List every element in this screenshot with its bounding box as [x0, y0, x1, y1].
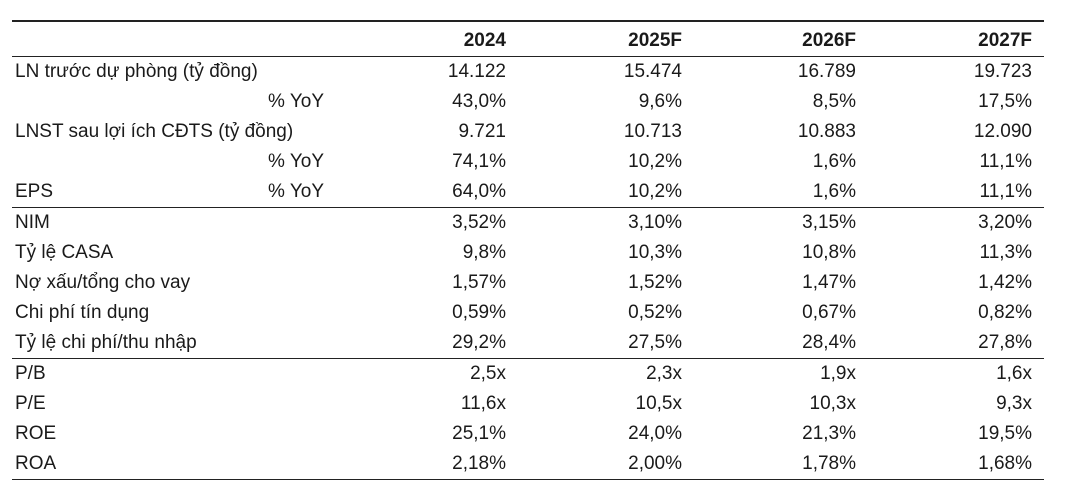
table-cell: 1,9x — [820, 363, 856, 384]
table-cell: 27,8% — [978, 332, 1032, 353]
table-cell: 11,6x — [460, 393, 506, 414]
table-cell: 10.713 — [623, 121, 682, 142]
table-cell: 43,0% — [452, 91, 506, 112]
row-label: P/E — [15, 393, 46, 414]
table-cell: 19.723 — [973, 61, 1032, 82]
table-cell: 28,4% — [802, 332, 856, 353]
row-label: Nợ xấu/tổng cho vay — [15, 272, 191, 293]
table-cell: 11,1% — [979, 181, 1032, 202]
row-label: LNST sau lợi ích CĐTS (tỷ đồng) — [15, 121, 294, 142]
table-cell: 25,1% — [452, 423, 506, 444]
table-cell: 9,6% — [638, 91, 682, 112]
table-cell: 2,00% — [628, 453, 682, 474]
table-row: % YoY 74,1% 10,2% 1,6% 11,1% — [12, 147, 1044, 177]
row-label: Tỷ lệ CASA — [15, 242, 114, 263]
table-row: % YoY 43,0% 9,6% 8,5% 17,5% — [12, 87, 1044, 117]
table-cell: 3,20% — [978, 212, 1032, 233]
table-cell: 9.721 — [458, 121, 506, 142]
table-cell: 1,57% — [452, 272, 506, 293]
table-cell: 8,5% — [812, 91, 856, 112]
row-label: P/B — [15, 363, 46, 384]
column-header-2025f: 2025F — [628, 30, 682, 51]
table-cell: 1,6% — [812, 181, 856, 202]
table-header-row: 2024 2025F 2026F 2027F — [12, 20, 1044, 57]
table-cell: 1,6% — [812, 151, 856, 172]
table-cell: 17,5% — [978, 91, 1032, 112]
table-row: Tỷ lệ CASA 9,8% 10,3% 10,8% 11,3% — [12, 238, 1044, 268]
table-row: EPS % YoY 64,0% 10,2% 1,6% 11,1% — [12, 177, 1044, 208]
table-cell: 10.883 — [797, 121, 856, 142]
table-row: ROA 2,18% 2,00% 1,78% 1,68% — [12, 449, 1044, 480]
table-cell: 0,82% — [978, 302, 1032, 323]
table-cell: 3,15% — [802, 212, 856, 233]
table-cell: 74,1% — [452, 151, 506, 172]
row-label: ROE — [15, 423, 57, 444]
table-cell: 21,3% — [802, 423, 856, 444]
table-row: P/B 2,5x 2,3x 1,9x 1,6x — [12, 359, 1044, 389]
table-cell: 2,5x — [470, 363, 506, 384]
table-cell: 0,67% — [802, 302, 856, 323]
table-cell: 12.090 — [973, 121, 1032, 142]
row-label: Chi phí tín dụng — [15, 302, 150, 323]
table-cell: 9,3x — [996, 393, 1032, 414]
row-label: NIM — [15, 212, 50, 233]
row-label: ROA — [15, 453, 57, 474]
table-row: LN trước dự phòng (tỷ đồng) 14.122 15.47… — [12, 57, 1044, 87]
table-cell: 1,68% — [978, 453, 1032, 474]
row-label: EPS — [15, 181, 54, 202]
table-cell: 10,3% — [628, 242, 682, 263]
financial-forecast-table: 2024 2025F 2026F 2027F LN trước dự phòng… — [12, 20, 1044, 480]
table-cell: 64,0% — [452, 181, 506, 202]
table-cell: 1,78% — [802, 453, 856, 474]
table-cell: 10,3x — [809, 393, 856, 414]
table-cell: 19,5% — [978, 423, 1032, 444]
table-cell: 11,3% — [979, 242, 1032, 263]
table-cell: 10,2% — [628, 151, 682, 172]
table-cell: 16.789 — [797, 61, 856, 82]
table-cell: 2,18% — [452, 453, 506, 474]
table-cell: 3,10% — [628, 212, 682, 233]
row-sublabel: % YoY — [268, 91, 324, 112]
table-row: ROE 25,1% 24,0% 21,3% 19,5% — [12, 419, 1044, 449]
column-header-2024: 2024 — [463, 30, 506, 51]
table-cell: 1,6x — [996, 363, 1032, 384]
column-header-2026f: 2026F — [802, 30, 856, 51]
table-cell: 14.122 — [447, 61, 506, 82]
table-cell: 29,2% — [452, 332, 506, 353]
table-cell: 10,5x — [635, 393, 682, 414]
table-cell: 11,1% — [979, 151, 1032, 172]
row-label: Tỷ lệ chi phí/thu nhập — [15, 332, 197, 353]
table-cell: 15.474 — [623, 61, 682, 82]
table-cell: 10,8% — [802, 242, 856, 263]
table-cell: 9,8% — [462, 242, 506, 263]
table-cell: 3,52% — [452, 212, 506, 233]
table-cell: 1,47% — [802, 272, 856, 293]
table-row: LNST sau lợi ích CĐTS (tỷ đồng) 9.721 10… — [12, 117, 1044, 147]
table-cell: 0,59% — [452, 302, 506, 323]
table-cell: 2,3x — [646, 363, 682, 384]
table-cell: 1,52% — [628, 272, 682, 293]
table-row: P/E 11,6x 10,5x 10,3x 9,3x — [12, 389, 1044, 419]
table-cell: 27,5% — [628, 332, 682, 353]
row-sublabel: % YoY — [268, 151, 324, 172]
table-row: NIM 3,52% 3,10% 3,15% 3,20% — [12, 208, 1044, 238]
table-cell: 1,42% — [978, 272, 1032, 293]
row-sublabel: % YoY — [268, 181, 324, 202]
table-row: Nợ xấu/tổng cho vay 1,57% 1,52% 1,47% 1,… — [12, 268, 1044, 298]
column-header-2027f: 2027F — [978, 30, 1032, 51]
table-row: Tỷ lệ chi phí/thu nhập 29,2% 27,5% 28,4%… — [12, 328, 1044, 359]
table-cell: 24,0% — [628, 423, 682, 444]
table-cell: 0,52% — [628, 302, 682, 323]
row-label: LN trước dự phòng (tỷ đồng) — [15, 61, 258, 82]
table-row: Chi phí tín dụng 0,59% 0,52% 0,67% 0,82% — [12, 298, 1044, 328]
table-cell: 10,2% — [628, 181, 682, 202]
